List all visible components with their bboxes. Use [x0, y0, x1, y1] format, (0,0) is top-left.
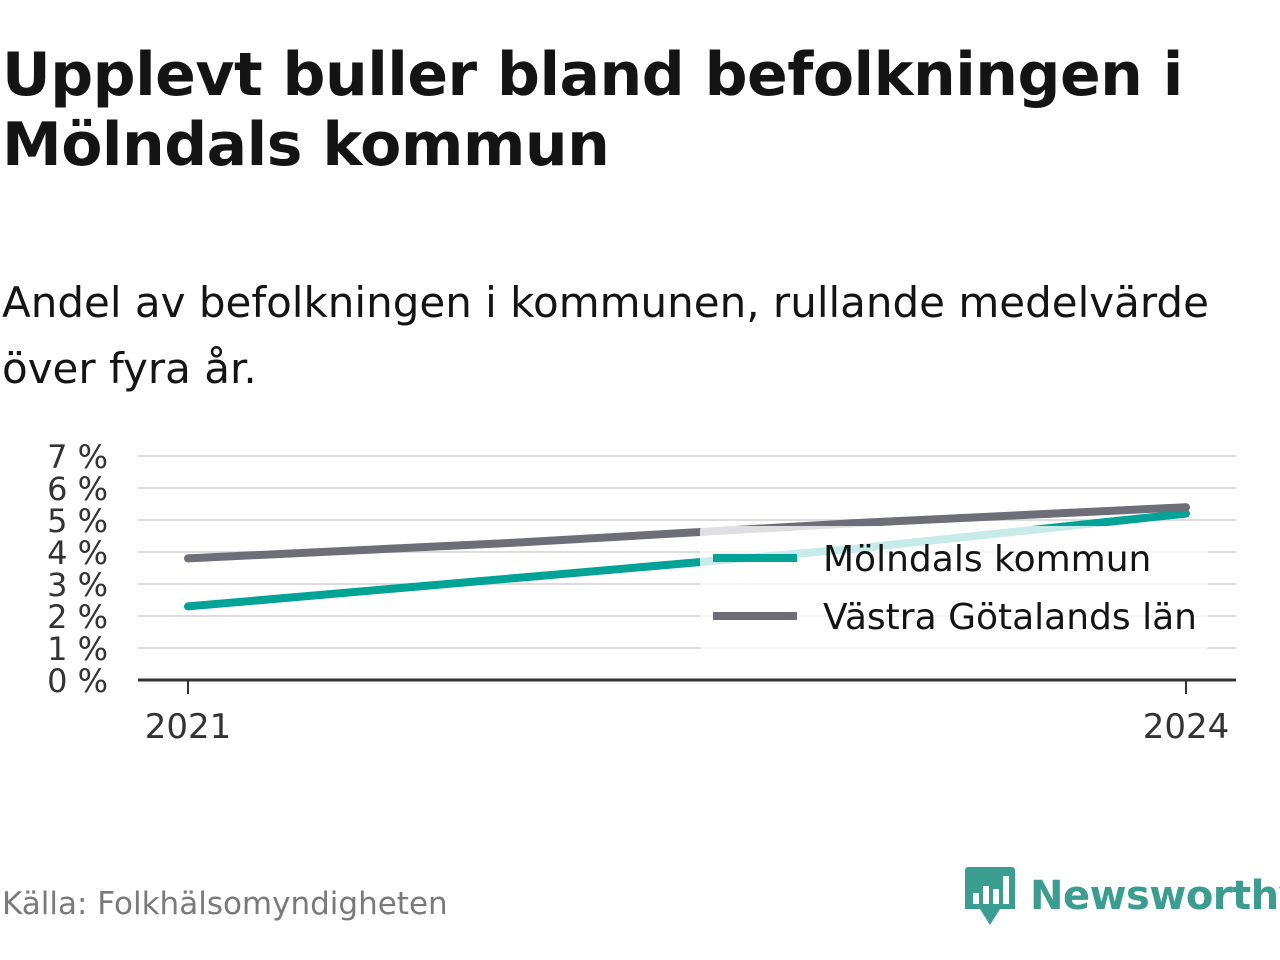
legend-box — [700, 526, 1208, 650]
x-tick-label: 2021 — [145, 707, 232, 747]
source-note: Källa: Folkhälsomyndigheten — [2, 886, 448, 922]
y-tick-label: 7 % — [47, 438, 108, 476]
y-tick-label: 1 % — [47, 630, 108, 668]
data-point — [184, 554, 192, 563]
x-axis-ticks: 2021 2024 — [145, 680, 1230, 747]
y-tick-label: 2 % — [47, 598, 108, 636]
newsworthy-logo-icon — [965, 867, 1015, 925]
data-point — [1182, 509, 1190, 518]
brand: Newsworthy — [964, 865, 1280, 927]
y-tick-label: 6 % — [47, 470, 108, 508]
chart-subtitle: Andel av befolkningen i kommunen, rullan… — [2, 278, 1209, 393]
line-chart: 0 %1 %2 %3 %4 %5 %6 %7 % 2021 2024 Mölnda… — [47, 438, 1236, 747]
y-axis-tick-labels: 0 %1 %2 %3 %4 %5 %6 %7 % — [47, 438, 108, 700]
y-tick-label: 5 % — [47, 502, 108, 540]
y-tick-label: 4 % — [47, 534, 108, 572]
legend-label: Västra Götalands län — [823, 597, 1197, 638]
data-point — [184, 602, 192, 611]
data-point — [849, 519, 858, 528]
series-line-1 — [187, 503, 1187, 563]
legend-label: Mölndals kommun — [823, 539, 1151, 580]
data-point — [1182, 503, 1190, 512]
brand-name: Newsworthy — [1030, 873, 1280, 919]
y-tick-label: 0 % — [47, 662, 108, 700]
legend: Mölndals kommun Västra Götalands län — [700, 526, 1208, 650]
x-tick-label: 2024 — [1143, 707, 1230, 747]
y-tick-label: 3 % — [47, 566, 108, 604]
chart-title: Upplevt buller bland befolkningen i Möln… — [2, 40, 1183, 180]
data-point — [516, 573, 525, 582]
data-point — [516, 538, 525, 547]
